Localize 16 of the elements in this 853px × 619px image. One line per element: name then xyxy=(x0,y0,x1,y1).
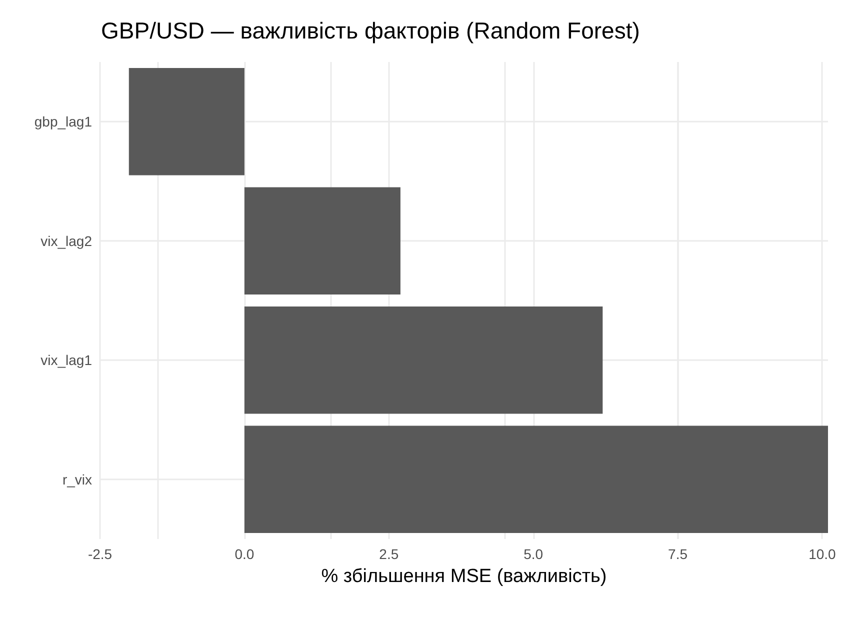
x-axis-title: % збільшення MSE (важливість) xyxy=(321,566,607,587)
x-tick-label: 10.0 xyxy=(808,546,836,562)
y-tick-label: vix_lag2 xyxy=(40,232,92,249)
y-tick-label: gbp_lag1 xyxy=(34,114,92,130)
bar xyxy=(244,306,603,414)
x-tick-label: 0.0 xyxy=(234,546,254,562)
y-tick-label: r_vix xyxy=(62,471,92,488)
chart-title: GBP/USD — важливість факторів (Random Forest) xyxy=(101,18,640,44)
y-tick-label: vix_lag1 xyxy=(40,352,92,368)
x-tick-label: -2.5 xyxy=(88,546,112,562)
bar xyxy=(244,426,828,534)
x-tick-label: 5.0 xyxy=(524,546,544,562)
x-tick-label: 7.5 xyxy=(668,546,688,562)
x-tick-label: 2.5 xyxy=(379,546,399,562)
bar xyxy=(128,68,244,176)
bar xyxy=(244,187,400,295)
